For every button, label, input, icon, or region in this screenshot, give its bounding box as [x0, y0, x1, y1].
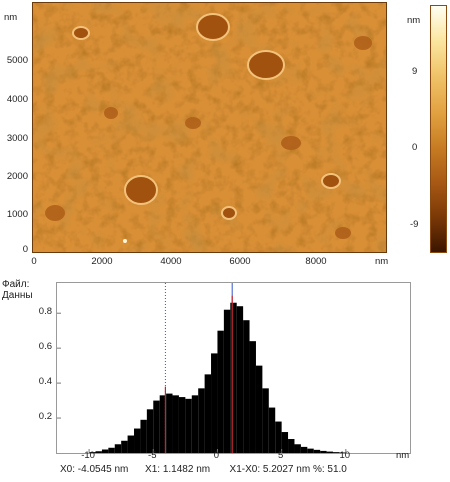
histogram-bar — [134, 428, 141, 453]
histogram-bar — [140, 419, 147, 453]
histogram-bar — [332, 452, 340, 453]
histogram-bar — [223, 309, 231, 453]
histogram-bar — [320, 450, 327, 453]
colorbar-label: 9 — [412, 66, 418, 77]
cursor-percent-value: %: 51.0 — [312, 464, 347, 475]
afm-topography-picture — [33, 3, 386, 252]
histogram-x-tick-label: 10 — [339, 450, 351, 461]
histogram-bar — [191, 395, 199, 453]
histogram-bar — [166, 393, 173, 453]
histogram-bar — [236, 306, 244, 453]
histogram-bar — [339, 452, 346, 453]
histogram-bar — [262, 388, 269, 453]
afm-y-tick: 0 — [22, 244, 28, 255]
height-colorbar — [430, 5, 447, 253]
afm-x-tick: 0 — [31, 256, 37, 267]
histogram-bar — [95, 451, 102, 453]
histogram-bar — [275, 421, 282, 453]
histogram-bar — [108, 447, 115, 453]
histogram-bar — [217, 330, 224, 453]
histogram-bar — [326, 451, 333, 453]
file-label: Файл: — [2, 279, 30, 290]
colorbar-label: 0 — [412, 142, 418, 153]
histogram-chart — [57, 283, 347, 453]
histogram-bar — [230, 302, 237, 453]
data-label: Данны — [2, 290, 33, 301]
histogram-x-unit: nm — [396, 450, 410, 461]
afm-y-unit: nm — [4, 12, 18, 23]
cursor-x1-value: X1: 1.1482 nm — [145, 464, 211, 475]
afm-x-tick: 4000 — [160, 256, 182, 267]
histogram-bar — [198, 388, 205, 453]
histogram-bar — [178, 397, 186, 453]
histogram-bar — [146, 409, 154, 453]
histogram-bar — [127, 435, 135, 453]
histogram-bar — [89, 452, 96, 453]
histogram-y-tick-label: 0.4 — [38, 376, 52, 388]
afm-y-tick: 2000 — [6, 171, 28, 182]
histogram-bar — [243, 320, 250, 453]
afm-y-tick: 3000 — [6, 133, 28, 144]
afm-x-tick: 8000 — [305, 256, 327, 267]
histogram-x-tick-label: -10 — [81, 450, 95, 461]
histogram-y-tick-label: 0.2 — [38, 411, 52, 423]
histogram-y-tick-label: 0.6 — [38, 341, 52, 353]
histogram-bar — [288, 439, 295, 453]
histogram-plot-area[interactable] — [56, 282, 411, 454]
histogram-x-tick-label: 5 — [277, 450, 284, 461]
histogram-bar — [300, 446, 308, 453]
afm-x-unit: nm — [375, 256, 389, 267]
histogram-x-tick-label: 0 — [213, 450, 220, 461]
histogram-x-tick-label: -5 — [148, 450, 157, 461]
histogram-bar — [294, 444, 301, 453]
cursor-x0-value: X0: -4.0545 nm — [60, 464, 129, 475]
histogram-bar — [313, 449, 321, 453]
afm-y-tick: 4000 — [6, 94, 28, 105]
afm-pits — [72, 13, 341, 220]
histogram-bar — [185, 398, 192, 453]
afm-y-tick: 5000 — [6, 55, 28, 66]
afm-topography-image[interactable] — [32, 2, 387, 253]
histogram-bar — [172, 395, 179, 453]
histogram-bar — [153, 400, 160, 453]
afm-image-panel: nm 5000 4000 3000 2000 1000 0 — [4, 2, 447, 267]
histogram-bar — [307, 448, 314, 453]
histogram-bar — [211, 353, 218, 453]
histogram-bar — [255, 365, 263, 453]
histogram-bar — [268, 407, 276, 453]
colorbar-label: -9 — [410, 219, 419, 230]
histogram-bar — [121, 440, 128, 453]
histogram-bar — [114, 444, 122, 453]
afm-x-tick: 2000 — [91, 256, 113, 267]
colorbar-unit: nm — [407, 15, 421, 26]
histogram-panel: Файл: Данны 0.2 0.4 0.6 0.8 -10 -5 0 5 10 nm X0… — [0, 270, 450, 482]
cursor-readout: X0: -4.0545 nm X1: 1.1482 nm X1-X0: 5.20… — [60, 464, 347, 475]
histogram-bar — [249, 341, 256, 453]
histogram-bar — [159, 395, 167, 453]
histogram-bar — [204, 374, 212, 453]
histogram-bar — [281, 432, 289, 453]
afm-x-tick: 6000 — [229, 256, 251, 267]
histogram-y-tick-label: 0.8 — [38, 306, 52, 318]
cursor-diff-value: X1-X0: 5.2027 nm — [229, 464, 311, 475]
afm-y-tick: 1000 — [6, 209, 28, 220]
histogram-bar — [101, 449, 109, 453]
